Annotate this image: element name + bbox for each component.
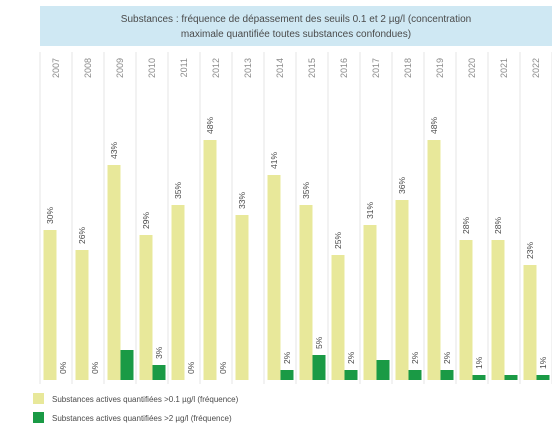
data-label: 2% (282, 351, 292, 364)
data-label: 36% (397, 177, 407, 194)
year-label: 2016 (339, 58, 349, 78)
bar-low-threshold (203, 140, 217, 380)
data-label: 35% (173, 182, 183, 199)
bar-low-threshold (43, 230, 57, 380)
data-label: 30% (45, 207, 55, 224)
bar-high-threshold (312, 355, 326, 380)
legend-swatch-high-threshold (33, 412, 44, 423)
data-label: 0% (90, 361, 100, 374)
bar-low-threshold (235, 215, 249, 380)
bar-high-threshold (152, 365, 166, 380)
year-label: 2021 (499, 58, 509, 78)
year-label: 2022 (531, 58, 541, 78)
data-label: 1% (474, 356, 484, 369)
bar-low-threshold (395, 200, 409, 380)
bar-low-threshold (523, 265, 537, 380)
bar-low-threshold (171, 205, 185, 380)
legend-label-high-threshold: Substances actives quantifiées >2 µg/l (… (52, 414, 232, 423)
bar-low-threshold (491, 240, 505, 380)
data-label: 48% (205, 117, 215, 134)
bar-high-threshold (408, 370, 422, 380)
bar-low-threshold (299, 205, 313, 380)
bar-high-threshold (440, 370, 454, 380)
bar-low-threshold (427, 140, 441, 380)
chart-title-line-1: Substances : fréquence de dépassement de… (121, 14, 471, 25)
bar-high-threshold (280, 370, 294, 380)
bar-low-threshold (459, 240, 473, 380)
year-label: 2013 (243, 58, 253, 78)
bar-high-threshold (344, 370, 358, 380)
year-label: 2010 (147, 58, 157, 78)
bar-high-threshold (536, 375, 550, 380)
data-label: 2% (410, 351, 420, 364)
year-label: 2011 (179, 58, 189, 77)
legend: Substances actives quantifiées >0.1 µg/l… (33, 393, 239, 423)
year-label: 2019 (435, 58, 445, 78)
data-label: 41% (269, 152, 279, 169)
year-label: 2012 (211, 58, 221, 78)
bar-low-threshold (267, 175, 281, 380)
bar-low-threshold (107, 165, 121, 380)
bar-high-threshold (376, 360, 390, 380)
bar-high-threshold (472, 375, 486, 380)
bar-high-threshold (120, 350, 134, 380)
value-labels: 30% 26% 43% 29% 35% 48% 33% 41% 35% 25% 31% 36% 48% 2… (45, 117, 548, 374)
grid-lines (39, 52, 552, 384)
data-label: 0% (58, 361, 68, 374)
year-label: 2014 (275, 58, 285, 78)
data-label: 3% (154, 346, 164, 359)
bars (43, 140, 550, 380)
data-label: 0% (186, 361, 196, 374)
year-label: 2015 (307, 58, 317, 78)
year-label: 2009 (115, 58, 125, 78)
year-label: 2017 (371, 58, 381, 78)
legend-label-low-threshold: Substances actives quantifiées >0.1 µg/l… (52, 395, 239, 404)
data-label: 26% (77, 227, 87, 244)
title-banner (40, 6, 552, 46)
year-label: 2020 (467, 58, 477, 78)
data-label: 31% (365, 202, 375, 219)
data-label: 23% (525, 242, 535, 259)
year-labels: 2007 2008 2009 2010 2011 2012 2013 2014 2015 2016… (51, 58, 541, 78)
data-label: 35% (301, 182, 311, 199)
year-label: 2008 (83, 58, 93, 78)
data-label: 43% (109, 142, 119, 159)
bar-low-threshold (331, 255, 345, 380)
bar-high-threshold (504, 375, 518, 380)
bar-low-threshold (75, 250, 89, 380)
year-label: 2007 (51, 58, 61, 78)
data-label: 5% (314, 336, 324, 349)
data-label: 33% (237, 192, 247, 209)
chart-title-line-2: maximale quantifiée toutes substances co… (181, 29, 411, 40)
data-label: 48% (429, 117, 439, 134)
legend-swatch-low-threshold (33, 393, 44, 404)
data-label: 29% (141, 212, 151, 229)
data-label: 2% (442, 351, 452, 364)
data-label: 25% (333, 232, 343, 249)
data-label: 0% (218, 361, 228, 374)
data-label: 2% (346, 351, 356, 364)
data-label: 28% (461, 217, 471, 234)
bar-low-threshold (363, 225, 377, 380)
year-label: 2018 (403, 58, 413, 78)
bar-low-threshold (139, 235, 153, 380)
data-label: 28% (493, 217, 503, 234)
data-label: 1% (538, 356, 548, 369)
